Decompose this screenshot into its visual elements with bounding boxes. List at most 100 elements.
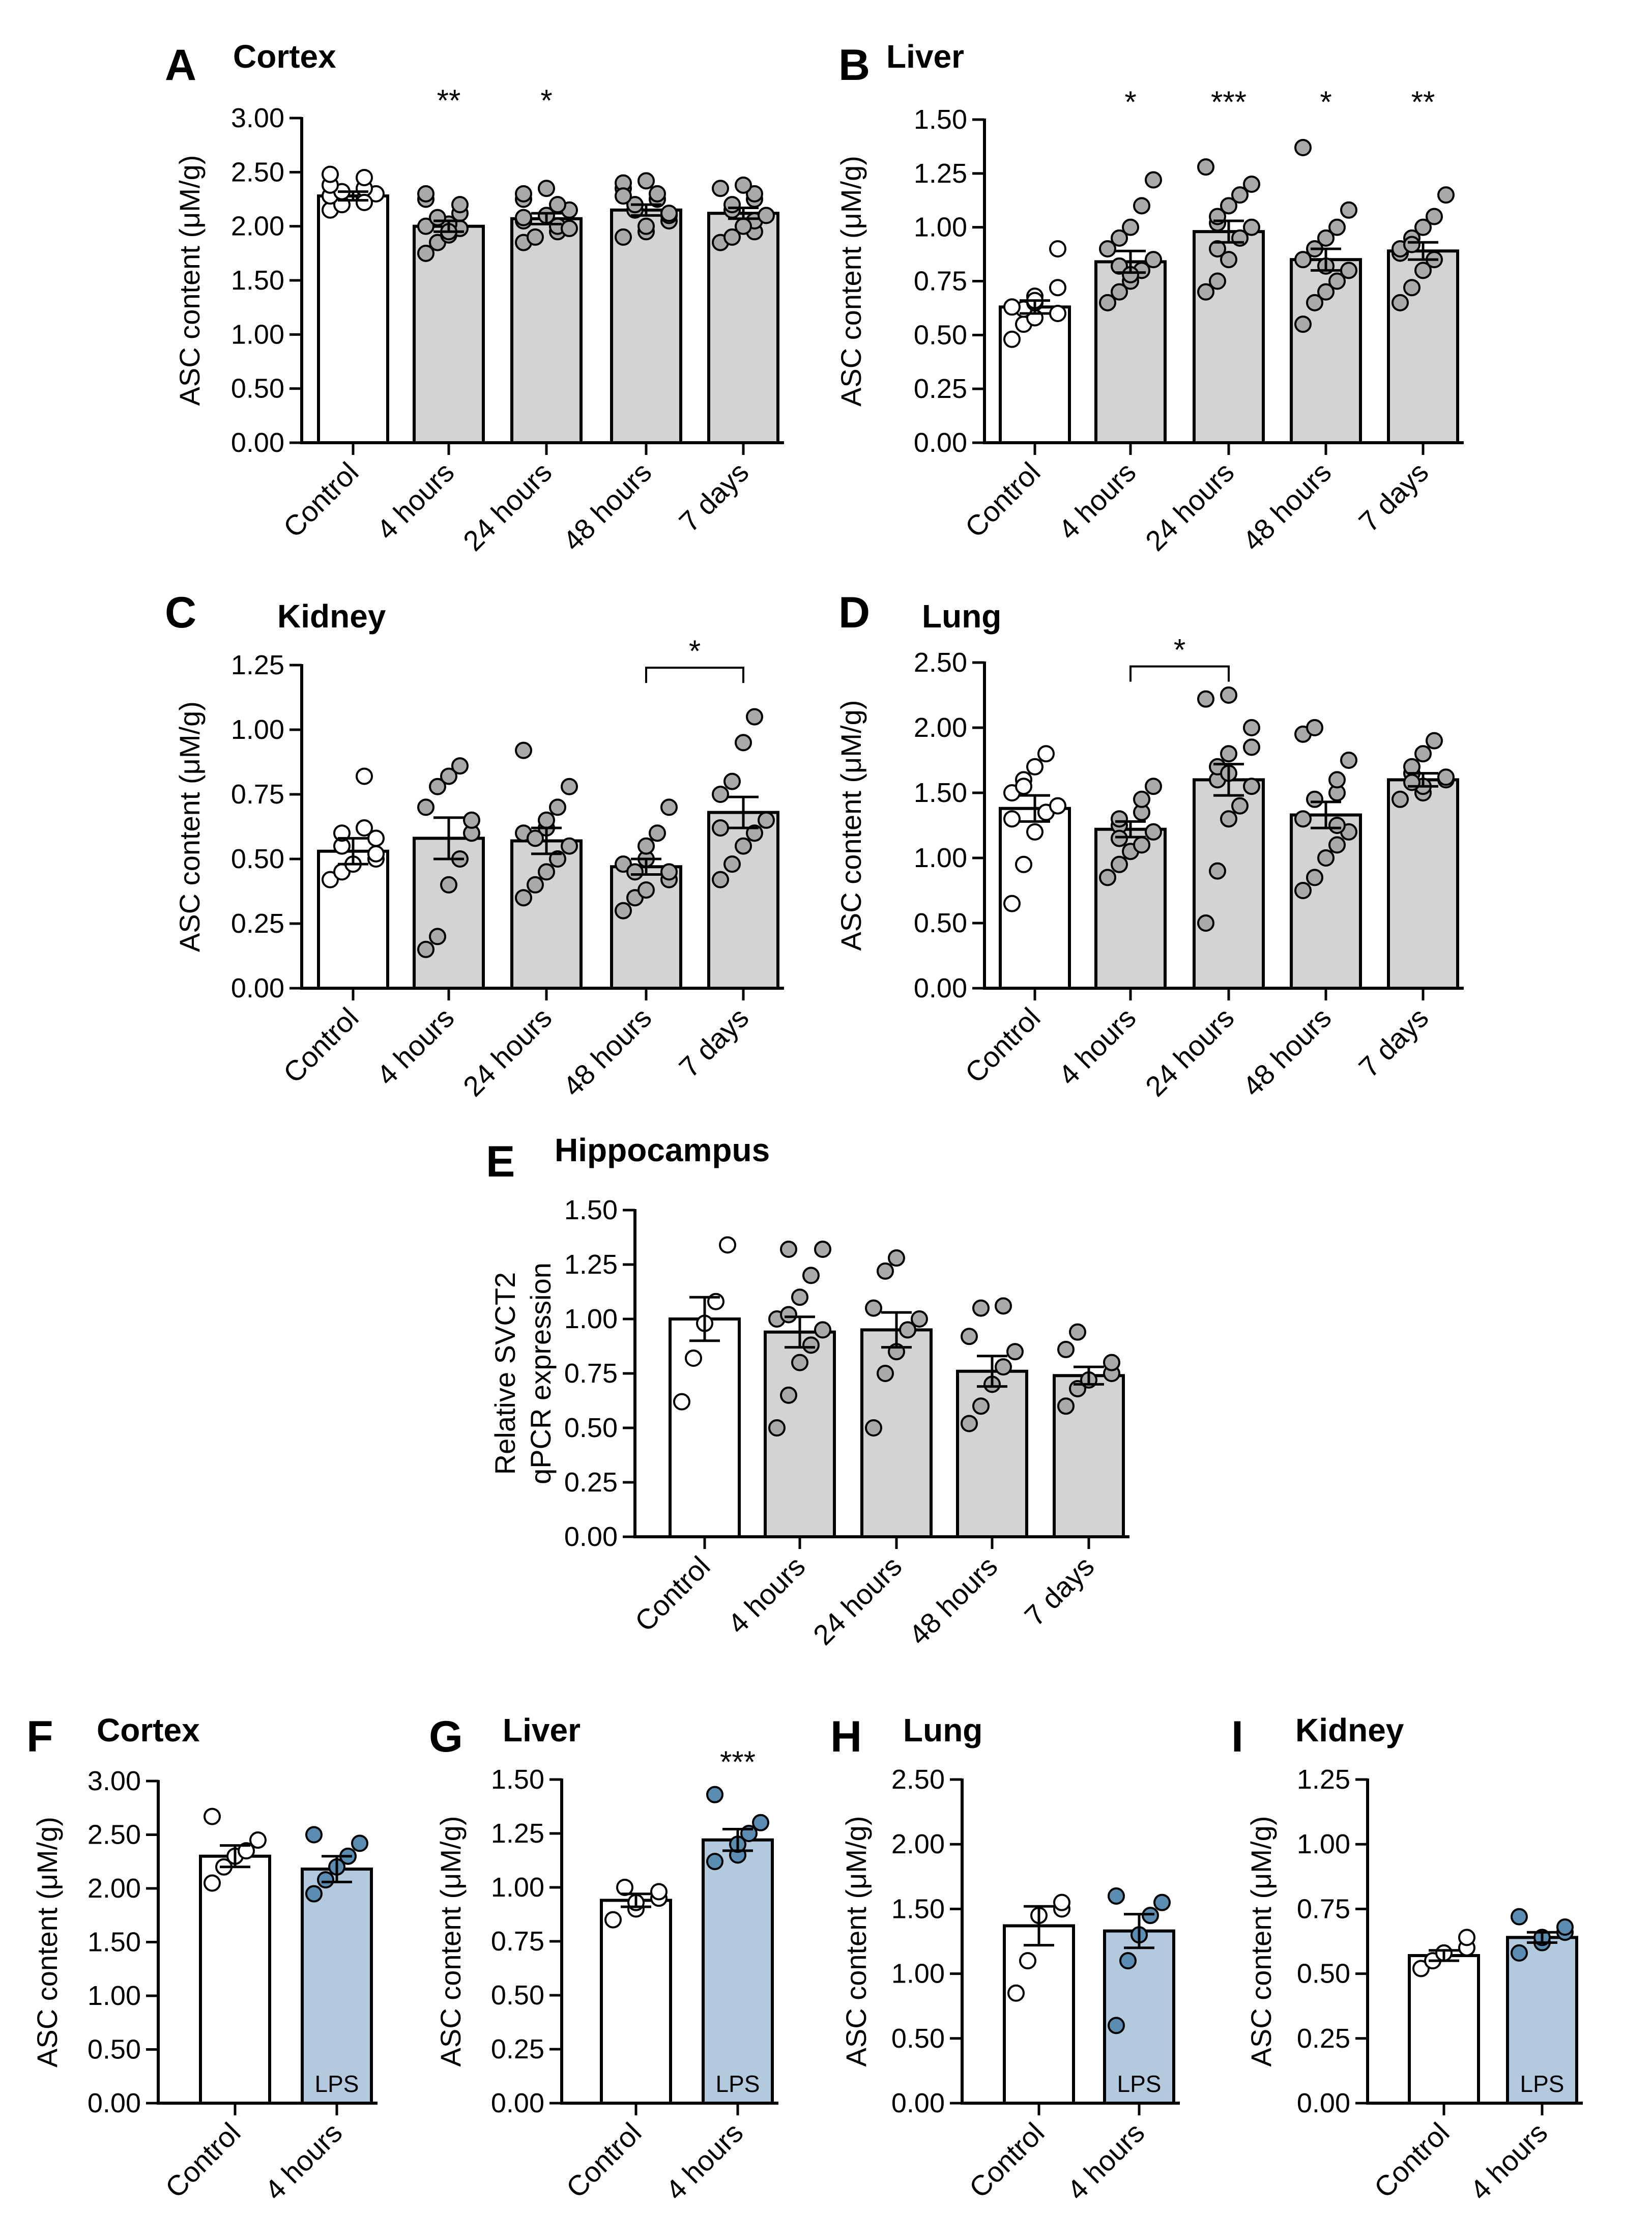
data-point <box>1317 283 1335 301</box>
panel-title: Liver <box>886 38 964 75</box>
data-point <box>650 1883 668 1901</box>
y-axis-label: ASC content (μM/g) <box>835 700 867 951</box>
data-point <box>814 1321 831 1339</box>
data-point <box>877 1262 894 1280</box>
bar <box>199 1854 271 2105</box>
category-label: 4 hours <box>1061 2116 1151 2206</box>
data-point <box>780 1386 797 1404</box>
data-point <box>538 863 555 881</box>
data-point <box>888 1249 905 1267</box>
panel-title: Kidney <box>1295 1712 1404 1748</box>
bar <box>956 1369 1028 1538</box>
data-point <box>865 1419 882 1437</box>
y-tick-label: 0.00 <box>564 1522 618 1552</box>
data-point <box>356 193 373 211</box>
y-tick-label: 1.00 <box>231 319 284 350</box>
bar <box>1387 778 1459 990</box>
data-point <box>615 187 632 205</box>
data-point <box>1197 283 1214 301</box>
category-label: 4 hours <box>370 1001 460 1092</box>
data-point <box>1049 305 1066 322</box>
data-point <box>1294 139 1312 157</box>
data-point <box>1111 810 1128 828</box>
data-point <box>1111 283 1128 301</box>
data-point <box>995 1297 1012 1315</box>
data-point <box>758 811 775 829</box>
panel-label: I <box>1231 1712 1243 1761</box>
y-tick-label: 0.00 <box>231 973 284 1003</box>
data-point <box>1340 752 1357 769</box>
significance-marker: * <box>1320 85 1331 119</box>
data-point <box>515 741 532 759</box>
y-axis-label: ASC content (μM/g) <box>31 1817 63 2068</box>
y-axis-label: ASC content (μM/g) <box>840 1816 872 2067</box>
data-point <box>1306 869 1323 886</box>
data-point <box>1220 745 1237 763</box>
data-point <box>615 902 632 920</box>
data-point <box>1426 208 1443 225</box>
data-point <box>626 863 644 881</box>
data-point <box>1007 1984 1025 2002</box>
category-label: 4 hours <box>1052 456 1142 546</box>
data-point <box>1414 745 1432 763</box>
significance-marker: *** <box>1211 85 1247 119</box>
y-tick-label: 0.75 <box>231 779 284 810</box>
panel-f: F Cortex 0.00 0.50 1.00 1.50 2.00 2.50 3.00 ASC c… <box>26 1712 378 2206</box>
y-tick-label: 1.00 <box>564 1304 618 1334</box>
data-point <box>1108 2017 1125 2034</box>
data-point <box>685 1350 702 1367</box>
data-point <box>735 837 752 855</box>
data-point <box>515 185 532 203</box>
data-point <box>1133 790 1150 808</box>
y-tick-label: 0.50 <box>914 320 967 350</box>
y-tick-label: 1.25 <box>491 1818 544 1849</box>
panel-e: E Hippocampus 0.00 0.25 0.50 0.75 1.00 1.25 1.50… <box>486 1132 1129 1651</box>
data-point <box>440 876 457 894</box>
data-point <box>1057 1397 1075 1415</box>
bar <box>317 194 389 444</box>
data-point <box>911 1310 928 1328</box>
data-point <box>1392 294 1409 311</box>
data-point <box>1403 279 1421 297</box>
panel-c: C Kidney 0.00 0.25 0.50 0.75 1.00 1.25 ASC conte… <box>165 588 784 1103</box>
data-point <box>1294 882 1312 899</box>
data-point <box>802 1336 820 1354</box>
category-label: Control <box>277 456 364 543</box>
data-point <box>712 871 729 888</box>
data-point <box>660 205 678 222</box>
category-label: Control <box>963 2116 1050 2204</box>
data-point <box>1220 197 1237 215</box>
data-point <box>791 1354 808 1371</box>
category-label: Control <box>159 2116 246 2204</box>
data-point <box>712 819 729 837</box>
y-tick-label: 0.50 <box>491 1980 544 2011</box>
bar-label: LPS <box>315 2071 359 2097</box>
data-point <box>768 1419 786 1437</box>
data-point <box>1243 218 1260 236</box>
category-label: 4 hours <box>1052 1001 1142 1092</box>
data-point <box>673 1393 690 1411</box>
data-point <box>417 940 434 958</box>
bar <box>1387 249 1459 444</box>
data-point <box>746 185 763 203</box>
y-tick-label: 3.00 <box>88 1766 141 1796</box>
data-point <box>660 798 678 816</box>
y-tick-label: 0.50 <box>231 374 284 404</box>
data-point <box>1145 823 1162 841</box>
data-point <box>1243 738 1260 756</box>
data-point <box>972 1397 990 1415</box>
category-label: 4 hours <box>258 2116 349 2206</box>
data-point <box>649 824 666 842</box>
category-label: 48 hours <box>1236 456 1338 557</box>
y-tick-label: 1.25 <box>564 1249 618 1280</box>
category-label: 48 hours <box>1236 1001 1338 1103</box>
data-point <box>1511 1908 1528 1926</box>
y-tick-label: 1.50 <box>491 1764 544 1795</box>
data-point <box>1328 218 1346 236</box>
panel-title: Lung <box>922 598 1001 635</box>
y-tick-label: 0.25 <box>564 1467 618 1498</box>
bar <box>1506 1936 1578 2105</box>
data-point <box>1426 732 1443 750</box>
data-point <box>367 829 385 847</box>
data-point <box>1026 823 1044 841</box>
